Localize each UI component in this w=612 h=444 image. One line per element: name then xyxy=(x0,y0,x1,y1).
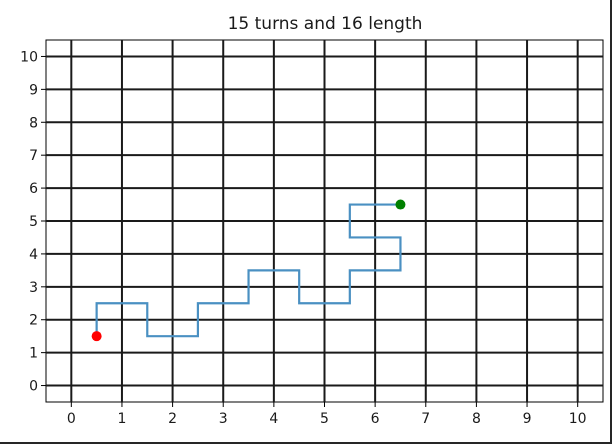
x-tick-label-5: 5 xyxy=(320,411,329,427)
x-tick-label-0: 0 xyxy=(67,411,76,427)
y-tick-label-9: 9 xyxy=(29,82,38,98)
y-tick-label-3: 3 xyxy=(29,280,38,296)
y-tick-label-0: 0 xyxy=(29,379,38,395)
markers xyxy=(91,199,406,342)
start-point xyxy=(91,331,102,342)
y-tick-label-8: 8 xyxy=(29,115,38,131)
grid xyxy=(46,40,603,402)
y-tick-label-6: 6 xyxy=(29,181,38,197)
y-tick-label-10: 10 xyxy=(20,49,38,65)
x-tick-label-10: 10 xyxy=(569,411,587,427)
y-tick-label-1: 1 xyxy=(29,346,38,362)
y-tick-label-4: 4 xyxy=(29,247,38,263)
axis-ticks: 0 1 2 3 4 5 6 7 8 9 10 0 1 2 3 4 5 6 7 8 9 10 xyxy=(20,49,586,427)
x-tick-label-7: 7 xyxy=(421,411,430,427)
y-tick-label-5: 5 xyxy=(29,214,38,230)
x-tick-label-2: 2 xyxy=(168,411,177,427)
x-tick-label-9: 9 xyxy=(523,411,532,427)
y-tick-label-7: 7 xyxy=(29,148,38,164)
y-tick-label-2: 2 xyxy=(29,313,38,329)
x-tick-label-6: 6 xyxy=(371,411,380,427)
series xyxy=(95,203,402,338)
x-tick-label-3: 3 xyxy=(219,411,228,427)
path-line-0 xyxy=(95,203,402,338)
chart-title: 15 turns and 16 length xyxy=(228,14,423,34)
end-point xyxy=(395,199,406,210)
x-tick-label-4: 4 xyxy=(269,411,278,427)
x-tick-label-1: 1 xyxy=(117,411,126,427)
x-tick-label-8: 8 xyxy=(472,411,481,427)
